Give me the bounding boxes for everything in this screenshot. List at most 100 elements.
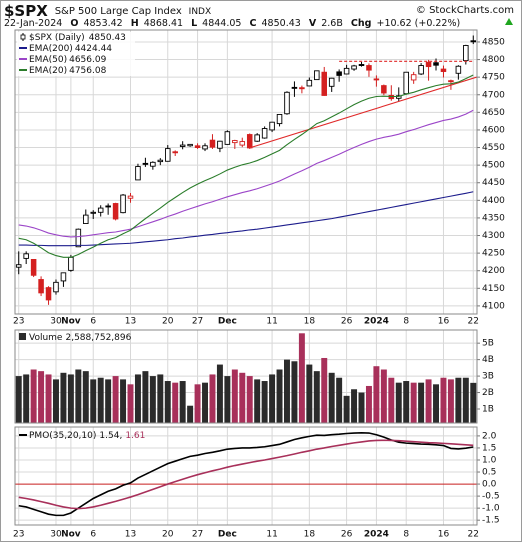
volume-bar	[142, 371, 149, 423]
x-tick-label: 27	[192, 530, 203, 540]
indicator-line	[18, 191, 474, 247]
x-tick-label: 30	[50, 317, 62, 327]
volume-bar	[179, 381, 186, 423]
legend-swatch	[19, 333, 26, 340]
x-tick-label: 23	[13, 317, 24, 327]
volume-bar	[455, 377, 462, 423]
legend-name: $SPX (Daily)	[29, 33, 85, 43]
candle-body	[276, 114, 283, 125]
panel-frame	[14, 329, 478, 424]
candle-body	[209, 139, 216, 148]
volume-bar	[53, 379, 59, 423]
volume-bar	[336, 377, 343, 423]
volume-bar	[15, 376, 22, 423]
y-tick-label: 4750	[482, 73, 505, 83]
candle-body	[97, 207, 104, 213]
x-tick-label: 18	[304, 317, 316, 327]
header-quote: 22-Jan-2024 O 4853.42 H 4868.41 L 4844.0…	[4, 18, 460, 29]
y-tick-label: 4200	[482, 266, 505, 276]
low-value: 4844.05	[202, 18, 241, 29]
legend-value: 1.61	[125, 431, 145, 441]
low-label: L	[191, 18, 197, 29]
x-tick-label: 23	[13, 530, 24, 540]
volume-bar	[202, 382, 208, 423]
volume-bar	[112, 376, 119, 423]
volume-bar	[254, 379, 261, 423]
volume-bar	[67, 374, 74, 423]
volume-bar	[276, 369, 283, 423]
y-tick-label: 4500	[482, 161, 505, 171]
volume-bar	[231, 369, 238, 423]
legend-value: 4424.44	[75, 44, 112, 54]
candle-body	[269, 121, 275, 131]
x-tick-label: 16	[438, 317, 450, 327]
y-tick-label: 3B	[482, 372, 494, 382]
candle-body	[83, 214, 89, 225]
panel-frame	[14, 29, 478, 315]
candle-body	[261, 128, 268, 139]
candle-body	[217, 140, 223, 149]
legend-value: 1.54	[99, 431, 119, 441]
panel-background	[15, 427, 477, 525]
candle-body	[53, 281, 59, 293]
x-tick-label: 11	[266, 317, 277, 327]
volume-value: 2.6B	[321, 18, 343, 29]
candle-body	[440, 68, 447, 72]
candle-body	[30, 259, 37, 276]
candle-body	[433, 62, 439, 66]
candle-body	[425, 61, 432, 68]
y-tick-label: -0.5	[482, 492, 500, 502]
candle-body	[463, 45, 469, 62]
x-tick-label: 11	[266, 530, 277, 540]
candle-body	[23, 253, 29, 259]
symbol: $SPX	[4, 2, 48, 20]
volume-bar	[127, 384, 134, 423]
volume-bar	[269, 374, 276, 423]
x-tick-label: Nov	[61, 317, 81, 327]
x-tick-label: 16	[438, 530, 450, 540]
y-tick-label: 4300	[482, 231, 505, 241]
candle-body	[328, 77, 335, 87]
volume-bar	[224, 376, 231, 423]
x-tick-label: 22	[468, 530, 479, 540]
candle-body	[127, 195, 134, 199]
legend-entry: PMO(35,20,10) 1.54, 1.61	[29, 431, 145, 441]
candle-body	[470, 40, 477, 43]
y-tick-label: 4800	[482, 55, 505, 65]
legend-name: EMA(50)	[29, 55, 67, 65]
candle-body	[336, 71, 342, 76]
candle-body	[194, 145, 201, 148]
x-tick-label: 18	[304, 530, 316, 540]
indicator-line	[18, 109, 474, 238]
candle-body	[45, 287, 52, 301]
volume-bar	[60, 372, 67, 423]
x-tick-label: 30	[50, 530, 62, 540]
volume-bar	[410, 382, 417, 423]
candle-body	[403, 71, 409, 95]
volume-bar	[291, 361, 298, 423]
quote-date: 22-Jan-2024	[4, 18, 62, 29]
y-tick-label: 4B	[482, 355, 494, 365]
volume-bar	[134, 374, 141, 423]
volume-bar	[120, 379, 127, 423]
y-tick-label: 4400	[482, 196, 505, 206]
candle-body	[343, 67, 350, 75]
legend-value: 4656.09	[69, 55, 106, 65]
candle-body	[410, 74, 417, 81]
volume-bar	[343, 395, 350, 423]
volume-bar	[365, 385, 372, 423]
y-tick-label: 4600	[482, 125, 505, 135]
volume-bar	[239, 372, 246, 423]
candle-body	[418, 65, 424, 75]
candle-body	[299, 87, 305, 90]
volume-bar	[403, 381, 410, 423]
y-tick-label: 2.0	[482, 431, 497, 441]
candle-body	[172, 151, 178, 154]
legend-separator: ,	[119, 431, 122, 441]
y-tick-label: 4550	[482, 143, 505, 153]
close-label: C	[250, 18, 257, 29]
close-value: 4850.43	[262, 18, 301, 29]
high-value: 4868.41	[144, 18, 183, 29]
candle-body	[164, 148, 171, 162]
candle-body	[202, 145, 208, 150]
